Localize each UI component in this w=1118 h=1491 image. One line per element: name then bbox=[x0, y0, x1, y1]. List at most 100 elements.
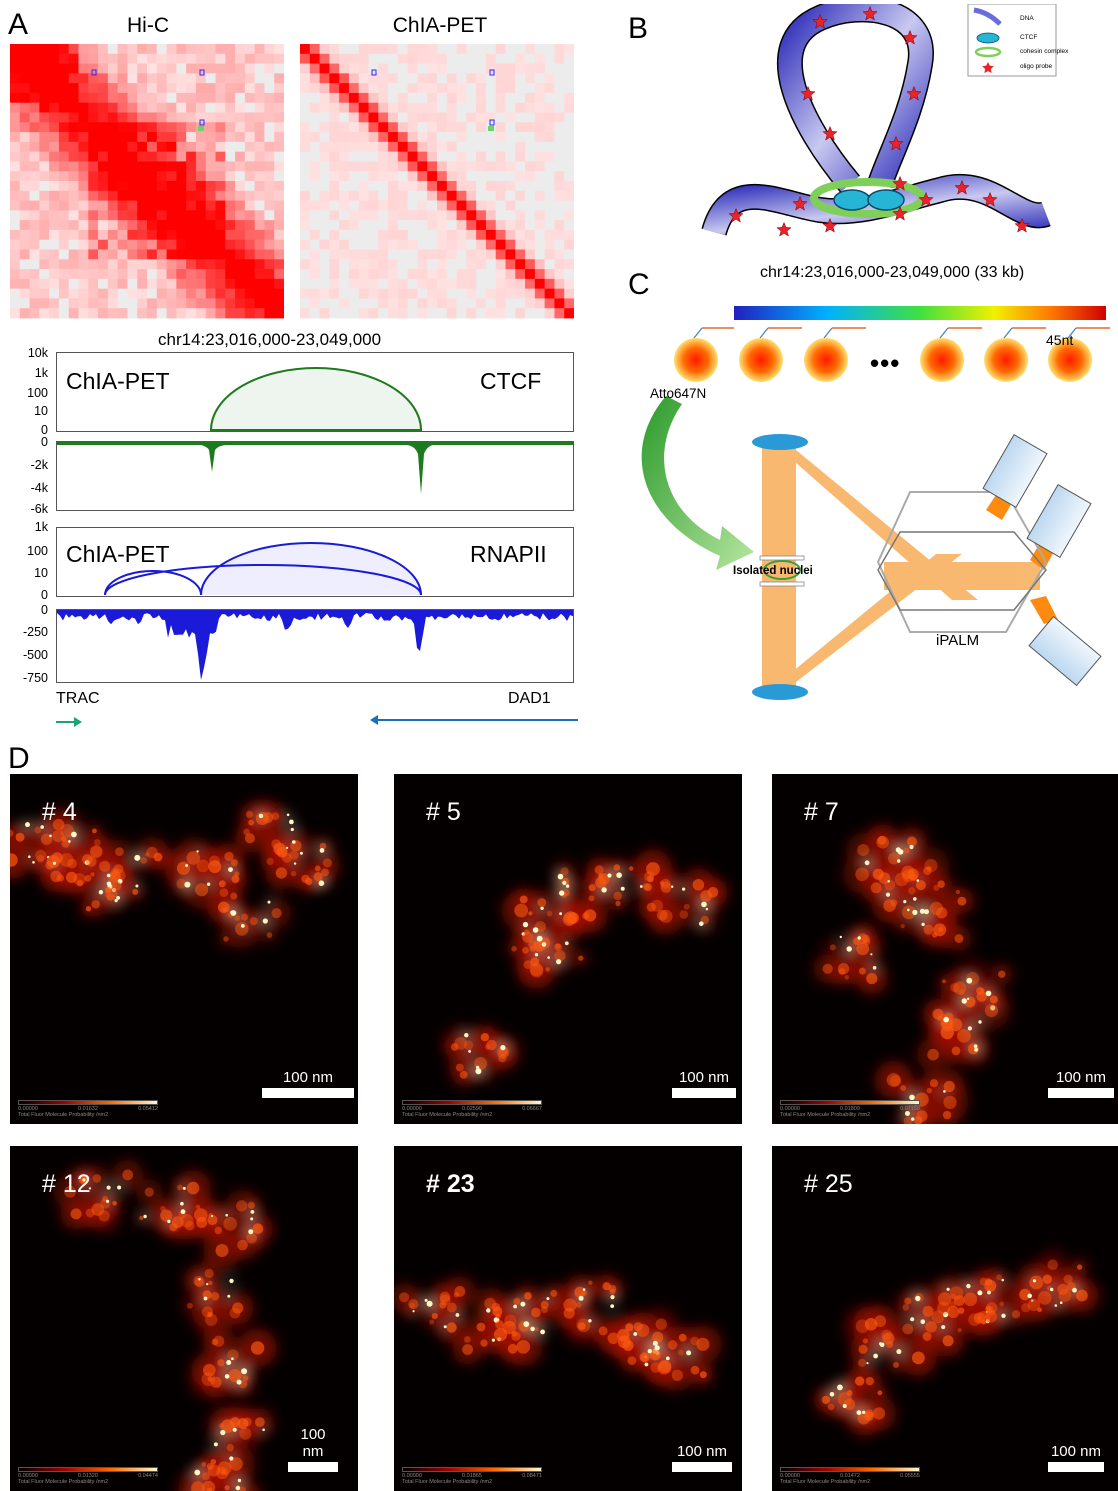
localization-blob bbox=[399, 1292, 410, 1303]
heat-cell bbox=[244, 210, 256, 221]
heat-cell bbox=[319, 210, 330, 221]
localization-spot bbox=[895, 847, 901, 853]
heat-cell bbox=[505, 308, 516, 319]
heat-cell bbox=[254, 220, 265, 231]
heat-cell bbox=[186, 92, 197, 104]
heat-cell bbox=[358, 278, 369, 290]
localization-spot bbox=[846, 946, 852, 952]
localization-blob bbox=[498, 1054, 507, 1063]
colorbar: 0.00000 0.01320 0.04474 Total Fluor Molecu… bbox=[18, 1467, 158, 1485]
heat-cell bbox=[68, 200, 79, 211]
heat-cell bbox=[78, 102, 89, 113]
heat-cell bbox=[117, 102, 128, 113]
heat-cell bbox=[244, 171, 256, 182]
heat-cell bbox=[300, 259, 311, 270]
localization-blob bbox=[1057, 1283, 1069, 1295]
heat-cell bbox=[176, 63, 187, 74]
localization-blob bbox=[221, 1469, 226, 1474]
localization-spot bbox=[1059, 1301, 1063, 1304]
localization-spot bbox=[220, 1429, 226, 1436]
heat-cell bbox=[397, 92, 409, 104]
heat-cell bbox=[378, 141, 389, 153]
heat-cell bbox=[264, 220, 275, 231]
heat-cell bbox=[525, 229, 536, 241]
heat-cell bbox=[156, 102, 167, 113]
heat-cell bbox=[407, 229, 418, 241]
oligo-probe-star bbox=[982, 191, 998, 207]
heat-cell bbox=[235, 239, 246, 250]
heat-cell bbox=[107, 181, 119, 192]
tick: 10 bbox=[34, 404, 48, 418]
localization-spot bbox=[40, 825, 44, 829]
localization-blob bbox=[1047, 1259, 1059, 1270]
localization-blob bbox=[822, 963, 833, 974]
legend-ctcf: CTCF bbox=[1020, 34, 1038, 41]
heat-cell bbox=[554, 190, 565, 201]
heat-cell bbox=[58, 298, 70, 309]
heat-cell bbox=[388, 102, 399, 113]
localization-blob bbox=[943, 1080, 955, 1093]
heat-cell bbox=[215, 200, 226, 211]
localization-blob bbox=[250, 1341, 265, 1355]
heat-cell bbox=[544, 141, 555, 153]
heat-cell bbox=[407, 122, 418, 133]
heat-cell bbox=[534, 278, 546, 290]
heat-cell bbox=[88, 171, 99, 182]
heat-cell bbox=[215, 92, 226, 104]
localization-blob bbox=[963, 1292, 978, 1307]
heat-cell bbox=[176, 92, 187, 104]
heat-cell bbox=[329, 210, 340, 221]
heat-cell bbox=[98, 132, 109, 143]
localization-blob bbox=[516, 1340, 531, 1354]
heat-cell bbox=[264, 102, 275, 113]
heat-cell bbox=[437, 298, 448, 309]
heat-cell bbox=[534, 132, 546, 143]
localization-blob bbox=[208, 860, 222, 874]
heat-cell bbox=[274, 288, 284, 299]
heat-cell bbox=[397, 161, 409, 172]
heat-cell bbox=[339, 269, 350, 280]
scale-bar-label: 100 nm bbox=[300, 1426, 326, 1460]
localization-spot bbox=[513, 1304, 517, 1309]
heat-cell bbox=[456, 229, 467, 241]
dna-legend-icon bbox=[973, 7, 1002, 26]
heat-cell bbox=[107, 229, 119, 241]
localization-spot bbox=[534, 953, 539, 957]
heat-cell bbox=[476, 200, 487, 211]
localization-blob bbox=[15, 832, 25, 842]
heat-cell bbox=[309, 44, 320, 55]
heat-cell bbox=[215, 288, 226, 299]
heat-cell bbox=[195, 308, 207, 319]
heat-cell bbox=[49, 298, 60, 309]
heat-cell bbox=[348, 210, 360, 221]
heat-cell bbox=[215, 112, 226, 123]
heat-cell bbox=[505, 92, 516, 104]
localization-blob bbox=[56, 874, 65, 882]
localization-spot bbox=[837, 1384, 843, 1391]
image-id-label: # 5 bbox=[426, 798, 461, 826]
heat-cell bbox=[466, 308, 477, 319]
heat-cell bbox=[176, 151, 187, 162]
heat-cell bbox=[368, 229, 379, 241]
localization-blob bbox=[933, 884, 940, 891]
heat-cell bbox=[368, 92, 379, 104]
localization-blob bbox=[582, 1290, 588, 1296]
heat-cell bbox=[137, 229, 148, 241]
localization-spot bbox=[966, 977, 973, 984]
localization-blob bbox=[900, 1085, 907, 1091]
heat-cell bbox=[437, 83, 448, 94]
heat-cell bbox=[339, 102, 350, 113]
heat-cell bbox=[78, 92, 89, 104]
heat-cell bbox=[215, 44, 226, 55]
localization-spot bbox=[564, 941, 569, 946]
heat-cell bbox=[534, 210, 546, 221]
gene-label-trac: TRAC bbox=[56, 690, 100, 707]
heat-cell bbox=[127, 132, 138, 143]
localization-spot bbox=[896, 1349, 902, 1355]
heat-cell bbox=[466, 161, 477, 172]
ipalm-setup-schematic bbox=[641, 306, 1110, 700]
heat-cell bbox=[476, 288, 487, 299]
heat-cell bbox=[127, 249, 138, 260]
heat-cell bbox=[417, 83, 428, 94]
heat-cell bbox=[407, 53, 418, 64]
